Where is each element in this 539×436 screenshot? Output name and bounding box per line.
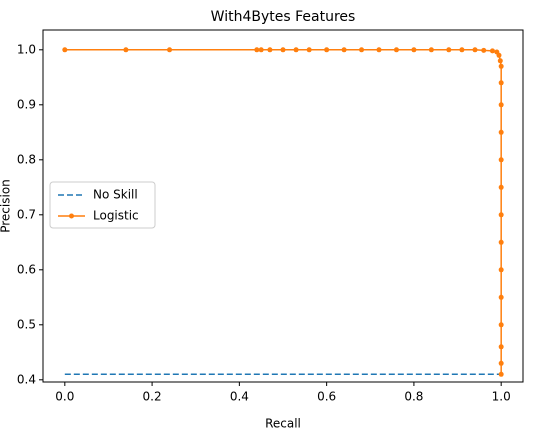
data-point	[481, 47, 487, 53]
data-point	[498, 239, 504, 245]
y-tick-label: 0.6	[17, 262, 36, 276]
x-tick-label: 1.0	[492, 390, 511, 404]
legend-label: No Skill	[93, 188, 138, 202]
y-tick-label: 0.4	[17, 372, 36, 386]
data-point	[267, 47, 273, 53]
data-point	[123, 47, 129, 53]
data-point	[498, 344, 504, 350]
data-point	[359, 47, 365, 53]
data-point	[293, 47, 299, 53]
y-tick-label: 0.8	[17, 152, 36, 166]
y-tick-label: 0.7	[17, 207, 36, 221]
data-point	[498, 129, 504, 135]
data-point	[280, 47, 286, 53]
chart-title: With4Bytes Features	[211, 9, 356, 25]
x-axis-label: Recall	[265, 417, 301, 431]
data-point	[393, 47, 399, 53]
y-axis-label: Precision	[0, 179, 13, 233]
data-point	[498, 63, 504, 69]
data-point	[446, 47, 452, 53]
plot-frame	[42, 29, 524, 383]
data-point	[411, 47, 417, 53]
data-point	[498, 157, 504, 163]
data-point	[498, 267, 504, 273]
x-tick-label: 0.6	[317, 390, 336, 404]
data-point	[497, 58, 503, 64]
y-tick-label: 0.5	[17, 317, 36, 331]
data-point	[428, 47, 434, 53]
data-point	[498, 322, 504, 328]
data-point	[167, 47, 173, 53]
x-tick-label: 0.2	[143, 390, 162, 404]
data-point	[498, 360, 504, 366]
x-tick-label: 0.4	[230, 390, 249, 404]
data-point	[341, 47, 347, 53]
data-point	[498, 294, 504, 300]
data-point	[258, 47, 264, 53]
data-point	[472, 47, 478, 53]
data-point	[498, 371, 504, 377]
data-point	[496, 52, 502, 58]
data-point	[498, 80, 504, 86]
x-tick-label: 0.0	[55, 390, 74, 404]
data-point	[376, 47, 382, 53]
data-point	[498, 184, 504, 190]
legend-label: Logistic	[93, 209, 139, 223]
data-point	[254, 47, 260, 53]
data-point	[498, 212, 504, 218]
data-point	[324, 47, 330, 53]
data-point	[459, 47, 465, 53]
x-tick-label: 0.8	[404, 390, 423, 404]
y-tick-label: 1.0	[17, 42, 36, 56]
y-tick-label: 0.9	[17, 97, 36, 111]
legend-marker	[69, 213, 74, 219]
data-point	[62, 47, 68, 53]
data-point	[498, 102, 504, 108]
data-point	[489, 48, 495, 54]
data-point	[306, 47, 312, 53]
